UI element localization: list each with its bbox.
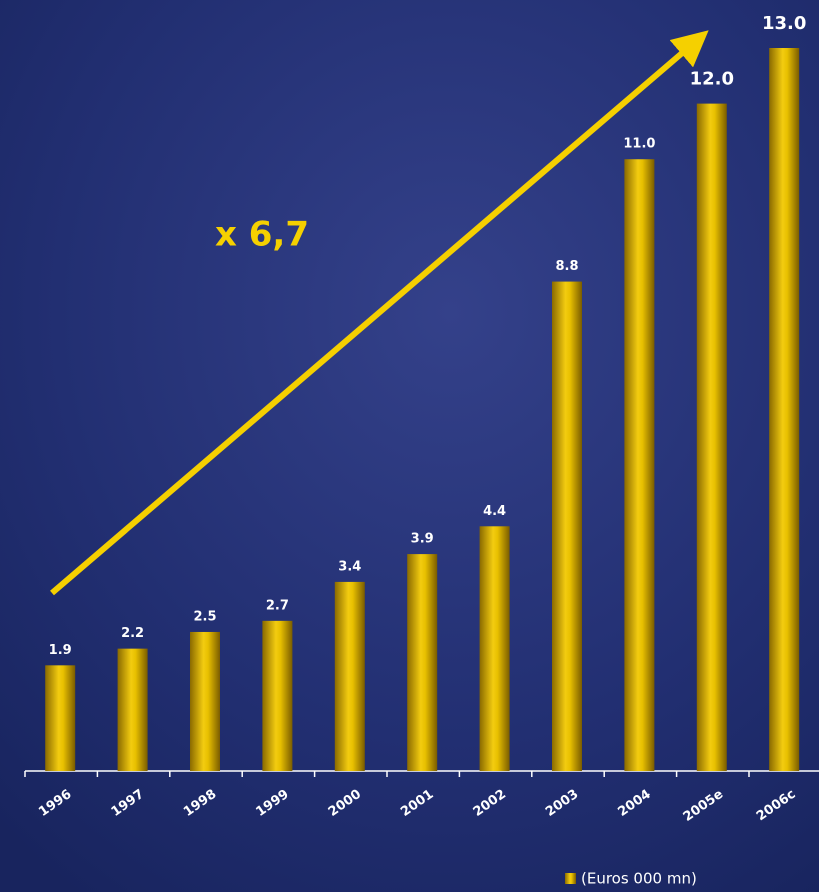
value-label: 4.4	[483, 504, 506, 519]
bar	[552, 281, 582, 771]
bar	[45, 665, 76, 771]
value-label: 1.9	[49, 643, 72, 658]
value-label: 2.5	[193, 609, 216, 624]
value-label: 3.4	[338, 559, 361, 574]
bar	[117, 648, 148, 771]
value-label: 3.9	[411, 532, 434, 547]
value-label: 11.0	[623, 137, 655, 152]
bar	[262, 620, 293, 771]
bar	[190, 631, 220, 771]
value-label: 12.0	[690, 69, 734, 90]
value-label: 8.8	[555, 259, 578, 274]
legend-swatch	[565, 873, 576, 884]
bar	[696, 103, 727, 772]
bar	[479, 526, 510, 771]
legend-label: (Euros 000 mn)	[581, 870, 697, 888]
value-label: 2.2	[121, 626, 144, 641]
annotation: x 6,7	[215, 215, 309, 255]
bar	[769, 48, 800, 771]
bar	[334, 581, 365, 771]
value-label: 13.0	[762, 13, 806, 34]
bar	[407, 554, 438, 771]
bar	[624, 159, 655, 771]
value-label: 2.7	[266, 598, 289, 613]
growth-arrow	[50, 30, 709, 596]
